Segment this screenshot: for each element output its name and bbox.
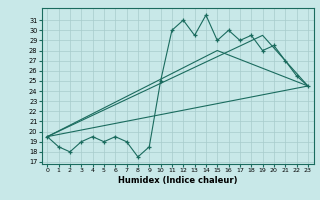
X-axis label: Humidex (Indice chaleur): Humidex (Indice chaleur) — [118, 176, 237, 185]
